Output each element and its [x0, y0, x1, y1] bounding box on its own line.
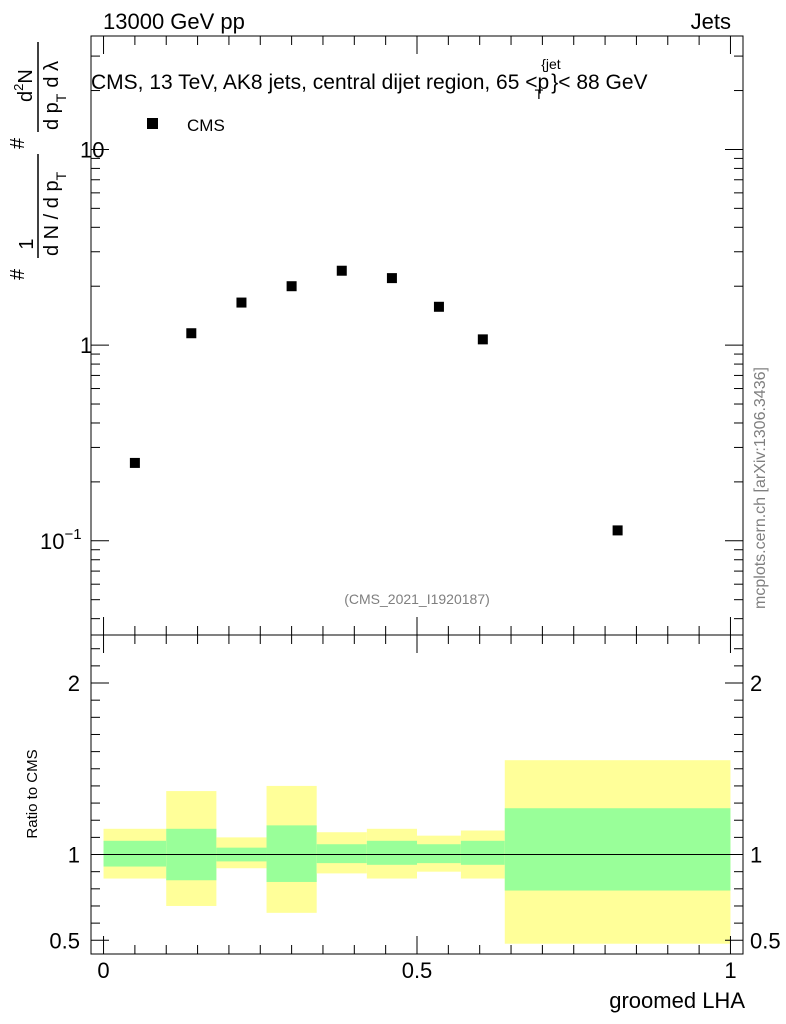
ratio-y-tick-label-right: 0.5 — [750, 928, 781, 953]
y-label-den2: d pTd λ — [41, 61, 69, 130]
main-panel: 10−1 1 10 CMS, 13 TeV, AK8 jets, central d… — [40, 35, 744, 636]
data-point — [286, 281, 297, 292]
side-credit-label: mcplots.cern.ch [arXiv:1306.3436] — [752, 367, 769, 609]
legend-marker-cms — [147, 118, 158, 129]
chart-title-sub: T — [535, 86, 544, 102]
ratio-axis-ticks — [91, 635, 743, 954]
main-y-tick-label: 10−1 — [40, 526, 82, 554]
main-y-tick-label: 1 — [80, 333, 92, 358]
energy-label: 13000 GeV pp — [103, 9, 245, 34]
y-label-den1: d N / d pT — [41, 171, 69, 256]
ratio-y-tick-label-right: 1 — [750, 843, 762, 868]
ratio-y-tick-labels: 0.5 0.5 1 1 2 2 — [49, 671, 780, 953]
data-points — [129, 265, 623, 536]
inner-band — [504, 808, 731, 891]
ratio-frame — [90, 634, 744, 955]
inner-band — [266, 825, 317, 882]
inner-band — [460, 840, 505, 865]
data-point — [129, 457, 140, 468]
inner-band — [366, 840, 417, 865]
x-tick-label: 0 — [97, 958, 109, 983]
data-point — [236, 297, 247, 308]
ratio-y-axis-label: Ratio to CMS — [24, 749, 41, 838]
y-label-hash-1: # — [7, 268, 29, 280]
main-y-tick-label: 10 — [80, 137, 104, 162]
ratio-panel: 0.5 0.51 12 2 0 0.5 1 — [49, 634, 781, 983]
data-point — [433, 301, 444, 312]
x-tick-label: 0.5 — [402, 958, 433, 983]
ratio-bands — [103, 760, 731, 944]
ratio-y-tick-label-right: 2 — [750, 671, 762, 696]
category-label: Jets — [691, 9, 731, 34]
chart-title: CMS, 13 TeV, AK8 jets, central dijet reg… — [91, 56, 648, 102]
legend-label-cms: CMS — [187, 116, 225, 135]
ratio-y-tick-label: 1 — [68, 843, 80, 868]
main-y-axis-label: # 1 d N / d pT # d2N d pTd λ — [7, 42, 69, 280]
analysis-id-label: (CMS_2021_I1920187) — [344, 591, 490, 607]
data-point — [386, 273, 397, 284]
y-label-hash-2: # — [7, 137, 29, 149]
main-axis-ticks — [91, 36, 743, 635]
ratio-y-tick-label: 0.5 — [49, 928, 80, 953]
inner-band — [417, 844, 461, 864]
legend: CMS — [147, 116, 225, 135]
chart-title-tail: }< 88 GeV — [551, 71, 647, 94]
data-point — [477, 334, 488, 345]
y-label-num2: d2N — [11, 69, 37, 102]
x-tick-label: 1 — [724, 958, 736, 983]
chart-title-sup: {jet — [541, 56, 561, 72]
data-point — [612, 525, 623, 536]
x-tick-labels: 0 0.5 1 — [97, 958, 736, 983]
y-label-num1: 1 — [16, 238, 38, 249]
main-y-tick-labels: 10−1 1 10 — [40, 137, 104, 553]
ratio-y-tick-label: 2 — [68, 671, 80, 696]
chart-title-main: CMS, 13 TeV, AK8 jets, central dijet reg… — [91, 71, 549, 94]
data-point — [336, 265, 347, 276]
inner-band — [316, 844, 367, 864]
data-point — [186, 328, 197, 339]
x-axis-label: groomed LHA — [609, 988, 745, 1013]
inner-band — [103, 840, 167, 867]
